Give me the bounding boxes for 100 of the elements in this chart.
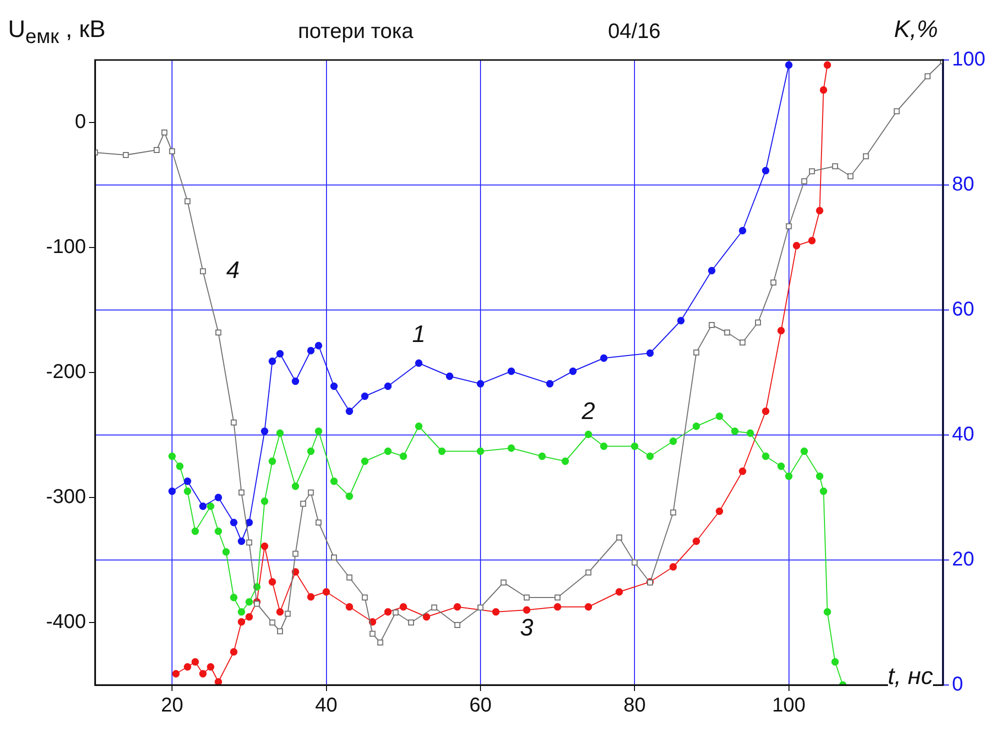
point — [307, 593, 315, 601]
point — [554, 603, 562, 611]
point — [792, 242, 800, 250]
point — [307, 346, 315, 354]
point — [692, 422, 700, 430]
point — [184, 478, 192, 485]
series-label: 1 — [412, 320, 426, 348]
point — [322, 588, 330, 596]
point — [820, 86, 828, 94]
point — [292, 550, 298, 557]
point — [361, 392, 369, 400]
point — [361, 458, 369, 465]
point — [384, 448, 392, 455]
point — [770, 280, 776, 286]
point — [777, 462, 785, 470]
point — [415, 422, 422, 430]
point — [585, 570, 592, 576]
point — [307, 448, 315, 455]
point — [346, 603, 354, 611]
point — [215, 330, 222, 336]
point — [669, 563, 677, 571]
y2-tick-label: 0 — [952, 674, 964, 696]
point — [331, 554, 337, 560]
point — [214, 528, 222, 535]
point — [562, 458, 569, 465]
point — [454, 622, 460, 628]
point — [168, 488, 176, 495]
point — [746, 429, 754, 437]
point — [816, 472, 824, 480]
point — [422, 613, 430, 621]
point — [184, 198, 190, 204]
point — [669, 438, 677, 445]
point — [477, 604, 484, 610]
point — [161, 130, 168, 136]
point — [200, 268, 206, 274]
point — [824, 61, 832, 69]
series-label: 2 — [580, 398, 596, 426]
point — [692, 538, 700, 545]
point — [831, 658, 839, 666]
point — [600, 442, 608, 450]
point — [260, 542, 268, 550]
point — [330, 382, 338, 390]
point — [276, 608, 284, 616]
point — [168, 452, 176, 460]
point — [762, 408, 770, 415]
point — [230, 518, 238, 526]
point — [199, 502, 207, 510]
point — [238, 608, 246, 616]
x-tick-label: 100 — [772, 694, 806, 717]
point — [824, 608, 832, 616]
point — [384, 382, 392, 390]
point — [206, 663, 214, 671]
point — [268, 578, 276, 586]
point — [192, 658, 199, 666]
point — [508, 368, 515, 375]
y-tick-label: -300 — [46, 486, 86, 508]
point — [738, 226, 746, 234]
point — [276, 429, 284, 437]
point — [738, 468, 746, 475]
point — [584, 430, 592, 438]
point — [716, 412, 724, 420]
point — [740, 340, 746, 346]
y2-tick-label: 100 — [952, 48, 986, 71]
point — [245, 598, 253, 606]
point — [176, 462, 184, 470]
y-tick-label: -100 — [46, 236, 86, 258]
point — [415, 359, 422, 367]
point — [316, 520, 322, 526]
x-tick-label: 20 — [160, 694, 184, 717]
point — [569, 368, 577, 375]
point — [362, 594, 368, 600]
point — [431, 604, 438, 610]
point — [346, 408, 354, 415]
point — [632, 560, 638, 566]
point — [476, 448, 484, 455]
point — [214, 494, 222, 502]
point — [314, 428, 322, 435]
point — [199, 670, 207, 678]
point — [268, 358, 276, 365]
point — [693, 350, 700, 356]
y-tick-label: 0 — [74, 111, 86, 134]
point — [408, 620, 414, 626]
point — [646, 452, 654, 460]
point — [308, 490, 314, 496]
point — [238, 618, 246, 626]
point — [755, 320, 761, 326]
point — [762, 166, 770, 174]
point — [400, 452, 408, 460]
x-tick-label: 40 — [315, 694, 338, 717]
point — [762, 452, 770, 460]
series-label: 3 — [520, 614, 534, 642]
chart-title: потери тока — [298, 20, 414, 44]
x-axis-title: t, нс — [888, 663, 933, 691]
point — [600, 354, 608, 362]
point — [708, 322, 715, 328]
point — [848, 173, 854, 180]
point — [438, 448, 446, 455]
point — [330, 478, 338, 485]
point — [230, 420, 237, 426]
point — [346, 492, 354, 500]
